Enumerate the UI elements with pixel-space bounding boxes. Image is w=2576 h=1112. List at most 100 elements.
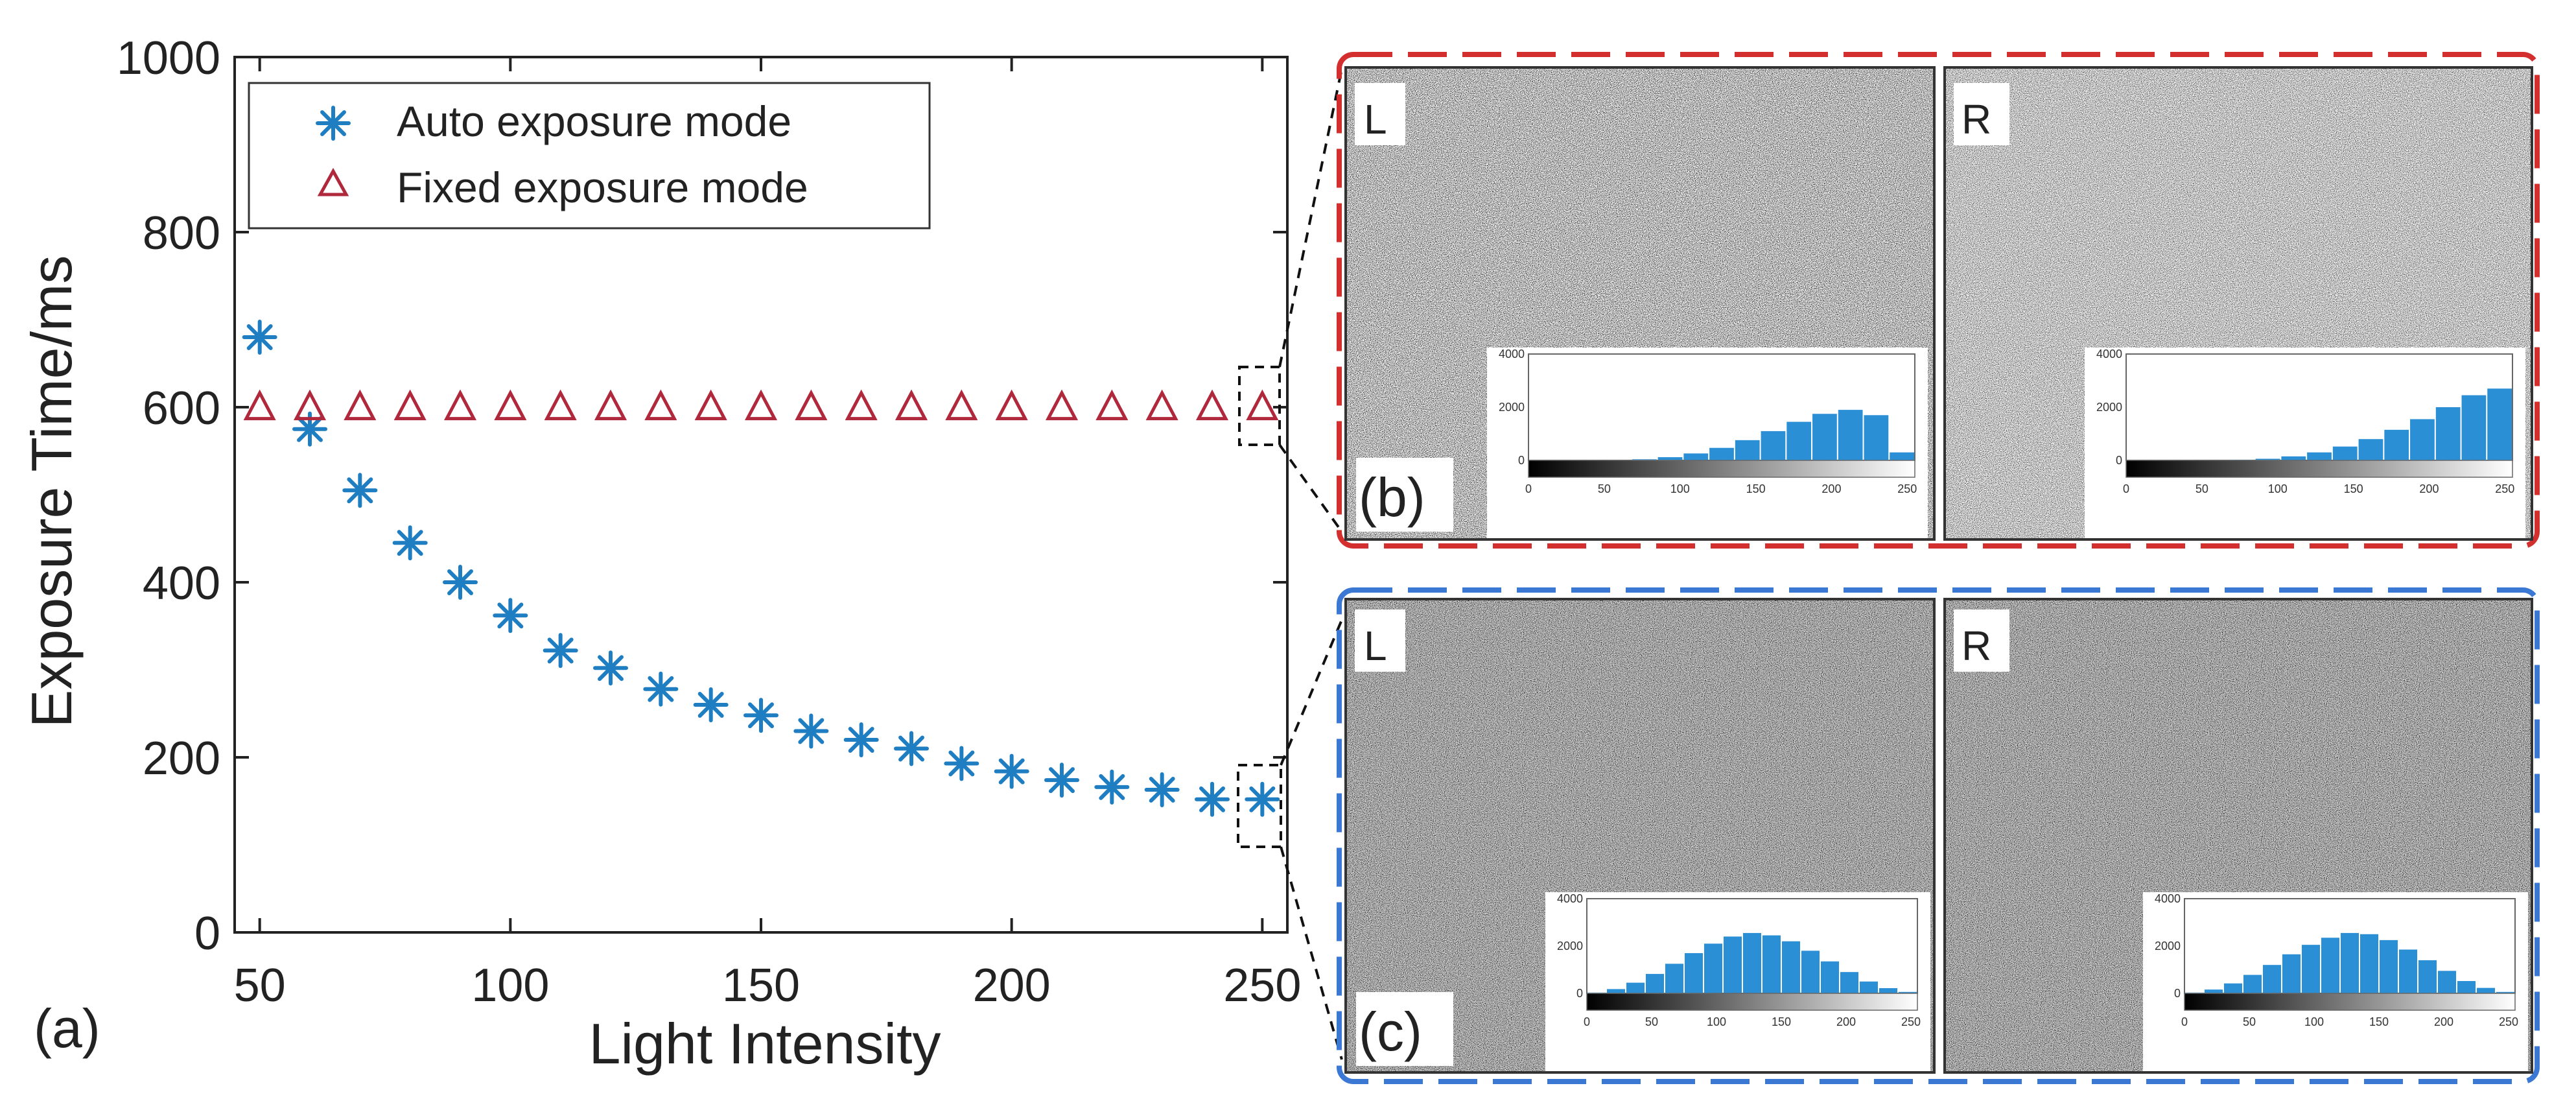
histogram-bar	[2243, 975, 2262, 993]
histogram-y-tick: 0	[1518, 454, 1525, 467]
fixed-exposure-point	[1045, 389, 1079, 421]
auto-exposure-point	[1195, 781, 1230, 817]
fixed-exposure-point	[344, 389, 377, 421]
histogram-bar	[1685, 952, 1703, 993]
corner-label-bg-cr	[1954, 609, 2009, 672]
zoom-box-auto	[1237, 764, 1282, 848]
histogram-bar	[2399, 949, 2417, 993]
zoom-connector-c	[1280, 619, 1343, 1060]
histogram-y-tick: 0	[2174, 987, 2181, 1000]
histogram-x-tick: 200	[2434, 1015, 2453, 1028]
histogram-bar	[2487, 388, 2512, 460]
histogram-y-tick: 2000	[2155, 940, 2181, 952]
legend: Auto exposure mode Fixed exposure mode	[248, 82, 931, 230]
fixed-exposure-point	[243, 389, 276, 421]
corner-label-bg-br	[1954, 83, 2009, 145]
histogram-y-tick: 4000	[1557, 892, 1583, 905]
histogram-x-tick: 100	[1670, 482, 1690, 495]
legend-label-fixed: Fixed exposure mode	[397, 163, 808, 211]
histogram-x-tick: 50	[2195, 482, 2208, 495]
panel-label-bg-b	[1356, 458, 1453, 532]
auto-exposure-point	[693, 687, 729, 722]
histogram-x-tick: 200	[2419, 482, 2439, 495]
histogram-bar	[1743, 932, 1761, 993]
histogram-bar	[2281, 456, 2306, 460]
auto-exposure-point	[1094, 769, 1130, 805]
auto-exposure-point	[543, 633, 578, 668]
histogram-bar	[1762, 935, 1781, 993]
histogram-bar	[2302, 945, 2320, 993]
histogram-bar	[2321, 938, 2339, 993]
histogram-y-tick: 0	[1576, 987, 1583, 1000]
fixed-exposure-point	[1095, 389, 1129, 421]
histogram-x-tick: 150	[2369, 1015, 2389, 1028]
histogram-bar	[2477, 988, 2495, 993]
histogram-bar	[2496, 991, 2514, 993]
histogram-x-tick: 250	[1901, 1015, 1921, 1028]
fixed-exposure-point	[443, 389, 477, 421]
histogram-x-tick: 150	[1772, 1015, 1791, 1028]
histogram-bar	[2384, 429, 2409, 460]
auto-exposure-point	[793, 713, 829, 749]
x-tick-label: 250	[1223, 960, 1301, 1011]
histogram-x-tick: 250	[2499, 1015, 2518, 1028]
histogram-bar	[1709, 447, 1734, 460]
image-side-label-b-right: R	[1961, 96, 1991, 143]
histogram-bar	[1899, 991, 1917, 993]
histogram-x-tick: 100	[2304, 1015, 2324, 1028]
histogram-bar	[1786, 421, 1812, 460]
histogram-bar	[2457, 981, 2476, 993]
fixed-exposure-point	[644, 389, 677, 421]
y-axis-title: Exposure Time/ms	[19, 255, 84, 728]
histogram-y-tick: 4000	[1499, 348, 1525, 361]
fixed-exposure-point	[744, 389, 778, 421]
legend-marker-auto	[316, 106, 351, 141]
histogram-y-tick: 4000	[2096, 348, 2122, 361]
auto-exposure-series	[242, 320, 1280, 817]
histogram-x-tick: 0	[2181, 1015, 2188, 1028]
histogram-bar	[2435, 407, 2461, 460]
auto-exposure-point	[843, 722, 879, 757]
auto-exposure-point	[242, 320, 277, 355]
histogram-x-tick: 0	[1525, 482, 1532, 495]
x-tick-label: 150	[722, 960, 800, 1011]
histogram-y-tick: 2000	[1557, 940, 1583, 952]
histogram-bar	[1626, 982, 1645, 993]
histogram-c-left: 0 2000 4000 0 50 100 150 200 250	[1545, 892, 1930, 1071]
histogram-bar	[1735, 440, 1760, 460]
histogram-c-right: 0 2000 4000 0 50 100 150 200 250	[2143, 892, 2528, 1071]
histogram-bar	[1761, 431, 1786, 460]
histogram-bar	[1683, 453, 1709, 460]
histogram-bar	[2358, 439, 2383, 460]
histogram-bar	[1632, 459, 1657, 460]
histogram-bar	[1665, 964, 1683, 993]
corner-label-bg-cl	[1355, 609, 1405, 672]
histogram-bar	[1879, 988, 1897, 993]
histogram-x-tick: 0	[2123, 482, 2129, 495]
panel-b-frame	[1337, 52, 2540, 549]
histogram-bar	[1657, 457, 1683, 460]
legend-marker-fixed	[317, 167, 349, 196]
histogram-x-tick: 50	[2243, 1015, 2256, 1028]
histogram-bar	[1782, 941, 1800, 993]
auto-exposure-point	[1044, 763, 1079, 798]
fixed-exposure-point	[293, 389, 327, 421]
fixed-exposure-point	[795, 389, 828, 421]
grayscale-strip	[2184, 993, 2516, 1011]
histogram-x-tick: 0	[1584, 1015, 1590, 1028]
histogram-bar	[2332, 446, 2358, 460]
auto-exposure-point	[392, 525, 428, 561]
legend-box	[248, 82, 931, 230]
histogram-x-tick: 50	[1645, 1015, 1658, 1028]
image-side-label-c-right: R	[1961, 622, 1991, 669]
histogram-y-tick: 0	[2116, 454, 2122, 467]
histogram-bar	[1890, 452, 1914, 460]
histogram-x-tick: 150	[2344, 482, 2363, 495]
histogram-x-tick: 250	[1897, 482, 1917, 495]
zoom-box-fixed	[1238, 366, 1281, 446]
histogram-bar	[1646, 974, 1664, 993]
auto-exposure-point	[493, 598, 528, 633]
grayscale-strip	[1586, 993, 1918, 1011]
image-side-label-c-left: L	[1364, 622, 1387, 669]
